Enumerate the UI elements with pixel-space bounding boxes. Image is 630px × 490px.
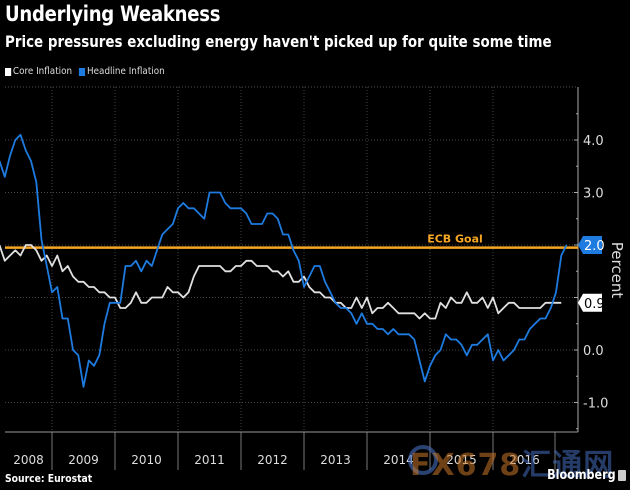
last-value-labels: 2.0 0.9 <box>578 236 605 312</box>
legend-label-headline: Headline Inflation <box>87 66 165 77</box>
y-tick-label: 3.0 <box>583 187 604 202</box>
y-axis-title: Percent <box>608 242 626 299</box>
core-inflation-line <box>0 244 562 320</box>
watermark-logo-icon <box>408 445 438 475</box>
watermark-cn-text: 汇通网 <box>521 448 615 483</box>
x-tick-label: 2015 <box>446 453 477 467</box>
x-tick-label: 2014 <box>383 453 414 467</box>
x-axis: 2008 2009 2010 2011 2012 2013 2014 2015 2016 <box>5 431 578 470</box>
bloomberg-logo-icon <box>618 470 626 481</box>
gridlines <box>5 86 578 432</box>
legend-swatch-core <box>5 67 12 76</box>
x-tick-label: 2012 <box>257 453 288 467</box>
chart-subtitle: Price pressures excluding energy haven't… <box>5 32 552 51</box>
x-tick-label: 2009 <box>68 453 99 467</box>
x-tick-label: 2010 <box>131 453 162 467</box>
legend-swatch-headline <box>79 67 86 76</box>
chart-title: Underlying Weakness <box>5 2 221 26</box>
last-value-text: 2.0 <box>584 239 605 254</box>
y-axis: 4.0 3.0 0.0 -1.0 Percent <box>574 87 626 432</box>
x-tick-label: 2013 <box>320 453 351 467</box>
y-tick-label: 4.0 <box>583 134 604 149</box>
legend: Core Inflation Headline Inflation <box>5 66 165 77</box>
x-tick-label: 2016 <box>509 453 540 467</box>
watermark-text: FX678 <box>410 448 522 483</box>
x-tick-label: 2008 <box>13 453 44 467</box>
bloomberg-brand: Bloomberg <box>547 468 616 483</box>
legend-label-core: Core Inflation <box>12 66 73 77</box>
y-tick-label: -1.0 <box>583 397 608 412</box>
legend-item-core[interactable]: Core Inflation <box>5 66 72 77</box>
series-lines <box>0 133 568 388</box>
last-value-text: 0.9 <box>584 297 605 312</box>
x-tick-label: 2011 <box>194 453 225 467</box>
watermark: FX678汇通网 <box>410 440 614 484</box>
source-note: Source: Eurostat <box>5 473 93 485</box>
headline-inflation-line <box>0 133 568 388</box>
legend-item-headline[interactable]: Headline Inflation <box>79 66 165 77</box>
last-value-badge <box>578 236 602 254</box>
y-tick-label: 0.0 <box>583 344 604 359</box>
ecb-goal-label: ECB Goal <box>427 233 483 246</box>
ecb-goal-reference: ECB Goal <box>5 233 578 249</box>
last-value-badge <box>578 293 602 312</box>
